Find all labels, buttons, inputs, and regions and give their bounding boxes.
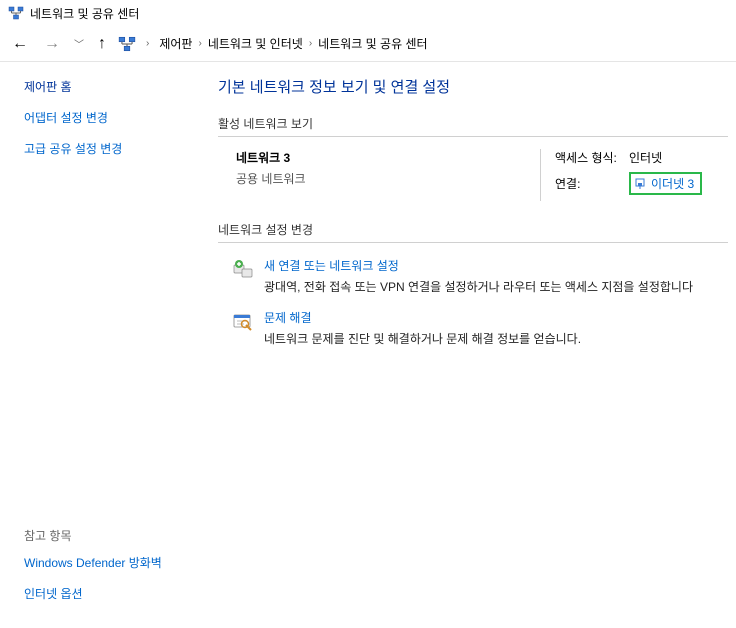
breadcrumb-leaf[interactable]: 네트워크 및 공유 센터 — [318, 35, 427, 52]
task-troubleshoot-desc: 네트워크 문제를 진단 및 해결하거나 문제 해결 정보를 얻습니다. — [264, 330, 581, 347]
forward-button: → — [40, 35, 64, 53]
breadcrumb: 제어판 › 네트워크 및 인터넷 › 네트워크 및 공유 센터 — [159, 35, 427, 52]
sidebar-link-inetopt[interactable]: 인터넷 옵션 — [24, 585, 198, 602]
task-troubleshoot: 문제 해결 네트워크 문제를 진단 및 해결하거나 문제 해결 정보를 얻습니다… — [232, 309, 728, 347]
page-heading: 기본 네트워크 정보 보기 및 연결 설정 — [218, 76, 728, 97]
active-networks-header: 활성 네트워크 보기 — [218, 115, 728, 137]
connection-value: 이더넷 3 — [651, 175, 694, 192]
address-icon — [118, 35, 136, 53]
task-troubleshoot-link[interactable]: 문제 해결 — [264, 309, 312, 326]
title-bar: 네트워크 및 공유 센터 — [0, 0, 736, 26]
connection-label: 연결: — [555, 175, 619, 192]
connection-link[interactable]: 이더넷 3 — [629, 172, 702, 195]
breadcrumb-sep[interactable]: › — [144, 38, 151, 49]
change-settings-header: 네트워크 설정 변경 — [218, 221, 728, 243]
sidebar-link-defender[interactable]: Windows Defender 방화벽 — [24, 554, 198, 571]
sidebar-link-home[interactable]: 제어판 홈 — [24, 78, 198, 95]
sidebar-link-adapter[interactable]: 어댑터 설정 변경 — [24, 109, 198, 126]
access-label: 액세스 형식: — [555, 149, 619, 166]
task-new-connection: 새 연결 또는 네트워크 설정 광대역, 전화 접속 또는 VPN 연결을 설정… — [232, 257, 728, 295]
app-icon — [8, 5, 24, 21]
troubleshoot-icon — [232, 311, 254, 333]
see-also-header: 참고 항목 — [24, 527, 198, 544]
task-new-connection-link[interactable]: 새 연결 또는 네트워크 설정 — [264, 257, 399, 274]
ethernet-icon — [633, 177, 647, 191]
network-type: 공용 네트워크 — [236, 170, 500, 187]
breadcrumb-mid[interactable]: 네트워크 및 인터넷 — [208, 35, 303, 52]
content: 기본 네트워크 정보 보기 및 연결 설정 활성 네트워크 보기 네트워크 3 … — [210, 62, 736, 628]
breadcrumb-sep[interactable]: › — [307, 38, 314, 49]
active-network-block: 네트워크 3 공용 네트워크 액세스 형식: 인터넷 연결: — [218, 149, 728, 221]
network-name: 네트워크 3 — [236, 149, 500, 166]
history-dropdown[interactable]: ﹀ — [72, 36, 86, 51]
window-title: 네트워크 및 공유 센터 — [30, 5, 139, 22]
new-connection-icon — [232, 259, 254, 281]
sidebar-link-advanced[interactable]: 고급 공유 설정 변경 — [24, 140, 198, 157]
access-value: 인터넷 — [629, 149, 662, 166]
task-new-connection-desc: 광대역, 전화 접속 또는 VPN 연결을 설정하거나 라우터 또는 액세스 지… — [264, 278, 693, 295]
up-button[interactable]: ↑ — [94, 35, 110, 53]
back-button[interactable]: ← — [8, 35, 32, 53]
breadcrumb-root[interactable]: 제어판 — [159, 35, 192, 52]
breadcrumb-sep[interactable]: › — [196, 38, 203, 49]
sidebar: 제어판 홈 어댑터 설정 변경 고급 공유 설정 변경 참고 항목 Window… — [0, 62, 210, 628]
nav-bar: ← → ﹀ ↑ › 제어판 › 네트워크 및 인터넷 › 네트워크 및 공유 센… — [0, 26, 736, 62]
